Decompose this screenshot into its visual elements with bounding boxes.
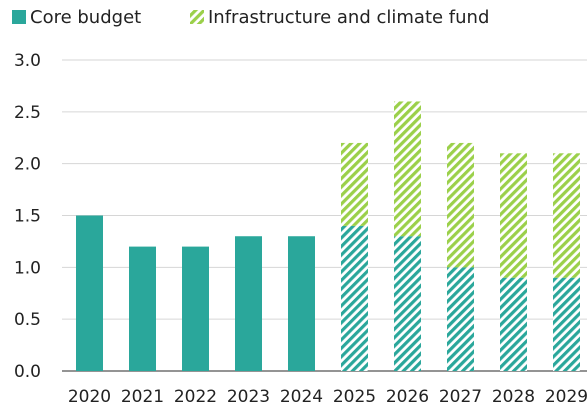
bar-core-budget-2027	[447, 267, 474, 371]
bar-infrastructure-fund-2026	[394, 101, 421, 237]
bar-core-budget-2020	[76, 215, 103, 371]
legend-label-core-budget: Core budget	[30, 7, 141, 28]
y-tick-label: 1.5	[14, 207, 41, 227]
x-tick-label: 2025	[333, 387, 376, 407]
bar-core-budget-2023	[235, 236, 262, 371]
legend: Core budget Infrastructure and climate f…	[12, 7, 489, 28]
y-tick-label: 0.5	[14, 310, 41, 330]
bar-core-budget-2025	[341, 225, 368, 371]
bar-core-budget-2024	[288, 236, 315, 371]
bar-core-budget-2021	[129, 246, 156, 371]
bar-infrastructure-fund-2027	[447, 142, 474, 268]
x-tick-label: 2021	[121, 387, 164, 407]
x-tick-label: 2024	[280, 387, 323, 407]
x-tick-label: 2022	[174, 387, 217, 407]
x-tick-label: 2029	[545, 387, 587, 407]
x-axis-tick-labels: 2020 2021 2022 2023 2024 2025 2026 2027 2028 2029	[68, 387, 587, 407]
x-tick-label: 2026	[386, 387, 429, 407]
bar-core-budget-2022	[182, 246, 209, 371]
bar-infrastructure-fund-2025	[341, 142, 368, 226]
x-tick-label: 2027	[439, 387, 482, 407]
y-axis-tick-labels: 0.0 0.5 1.0 1.5 2.0 2.5 3.0	[14, 51, 41, 382]
x-tick-label: 2028	[492, 387, 535, 407]
y-tick-label: 2.0	[14, 155, 41, 175]
y-tick-label: 1.0	[14, 258, 41, 278]
bar-infrastructure-fund-2028	[500, 153, 527, 278]
bars	[76, 101, 580, 371]
legend-swatch-core-budget	[12, 10, 26, 24]
bar-core-budget-2028	[500, 277, 527, 371]
legend-label-infrastructure-fund: Infrastructure and climate fund	[208, 7, 489, 28]
y-tick-label: 3.0	[14, 51, 41, 71]
legend-swatch-infrastructure-fund	[190, 10, 204, 24]
bar-core-budget-2029	[553, 277, 580, 371]
y-tick-label: 2.5	[14, 103, 41, 123]
y-tick-label: 0.0	[14, 362, 41, 382]
x-tick-label: 2023	[227, 387, 270, 407]
bar-infrastructure-fund-2029	[553, 153, 580, 278]
bar-core-budget-2026	[394, 236, 421, 371]
x-tick-label: 2020	[68, 387, 111, 407]
